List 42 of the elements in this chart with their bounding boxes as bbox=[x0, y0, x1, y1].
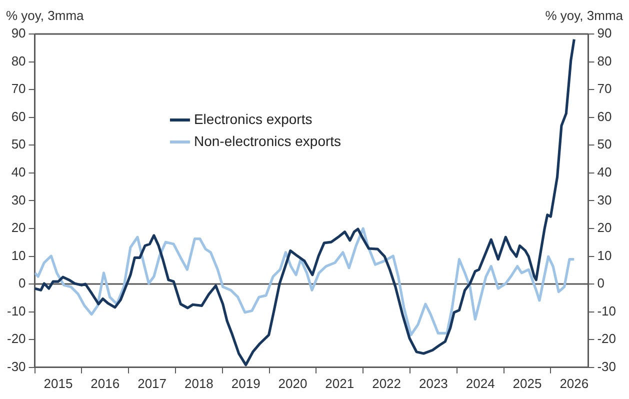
y-tick-label: 10 bbox=[11, 248, 26, 263]
legend-label: Non-electronics exports bbox=[194, 132, 342, 149]
legend-label: Electronics exports bbox=[194, 110, 312, 127]
y2-tick-label: 0 bbox=[597, 276, 604, 291]
y2-tick-label: -30 bbox=[597, 358, 616, 374]
y2-tick-label: 70 bbox=[597, 81, 612, 96]
y-axis-title: % yoy, 3mma bbox=[6, 8, 85, 23]
y-tick-label: 30 bbox=[11, 192, 26, 208]
y-tick-label: 60 bbox=[11, 108, 26, 124]
x-tick-label: 2016 bbox=[90, 376, 120, 391]
y-tick-label: 20 bbox=[11, 220, 26, 236]
x-tick-label: 2026 bbox=[560, 376, 589, 391]
x-tick-label: 2017 bbox=[138, 376, 166, 391]
x-tick-label: 2023 bbox=[418, 376, 448, 391]
x-tick-label: 2025 bbox=[512, 376, 542, 391]
x-tick-label: 2020 bbox=[278, 376, 308, 391]
y-tick-label: -20 bbox=[6, 331, 26, 346]
y-tick-label: -30 bbox=[6, 358, 26, 374]
x-tick-label: 2018 bbox=[184, 376, 214, 391]
y-tick-label: 80 bbox=[11, 53, 26, 68]
x-tick-label: 2019 bbox=[231, 376, 260, 391]
x-tick-label: 2021 bbox=[325, 376, 354, 391]
y2-tick-label: 90 bbox=[597, 26, 612, 41]
y2-tick-label: 50 bbox=[597, 136, 612, 152]
y2-tick-label: 20 bbox=[597, 220, 612, 236]
y-tick-label: 40 bbox=[11, 164, 26, 180]
y-tick-label: 50 bbox=[11, 136, 26, 152]
x-tick-label: 2015 bbox=[44, 376, 73, 391]
x-tick-label: 2022 bbox=[372, 376, 401, 391]
y2-tick-label: 30 bbox=[597, 192, 612, 208]
y2-tick-label: -10 bbox=[597, 303, 616, 318]
y-tick-label: 90 bbox=[11, 26, 26, 41]
y2-tick-label: 60 bbox=[597, 108, 612, 124]
y-tick-label: 70 bbox=[11, 81, 26, 96]
y2-tick-label: -20 bbox=[597, 331, 616, 346]
y2-axis-title: % yoy, 3mma bbox=[545, 8, 624, 23]
x-tick-label: 2024 bbox=[466, 376, 495, 391]
y2-tick-label: 80 bbox=[597, 53, 612, 68]
y-tick-label: 0 bbox=[18, 276, 26, 291]
y2-tick-label: 10 bbox=[597, 248, 612, 263]
y2-tick-label: 40 bbox=[597, 164, 612, 180]
y-tick-label: -10 bbox=[6, 303, 26, 318]
